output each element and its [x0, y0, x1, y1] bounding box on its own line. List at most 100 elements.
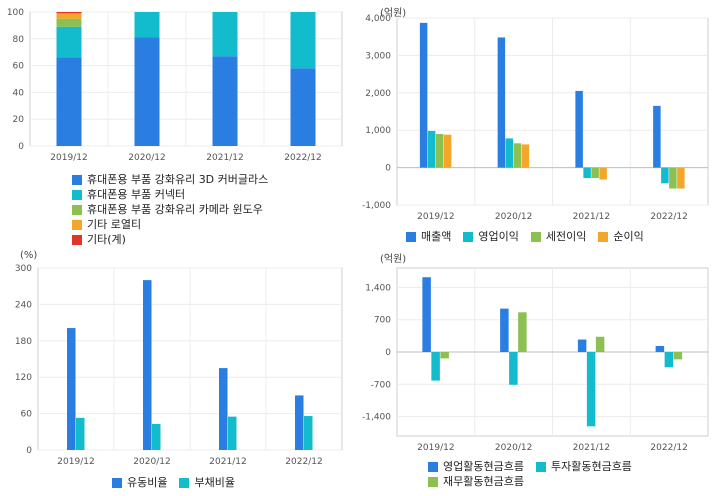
x-tick-label: 2021/12 [206, 153, 243, 163]
bar [521, 144, 530, 168]
x-tick-label: 2021/12 [209, 457, 246, 467]
x-tick-label: 2021/12 [573, 212, 610, 222]
bar [422, 277, 431, 352]
legend-item: 기타 로열티 [72, 217, 268, 232]
legend-item: 영업활동현금흐름 [428, 459, 524, 474]
bar [152, 423, 161, 450]
y-tick-label: 240 [15, 300, 32, 310]
legend-swatch [72, 204, 82, 215]
legend-label: 재무활동현금흐름 [443, 475, 524, 488]
legend-item: 세전이익 [530, 229, 587, 244]
legend-swatch [530, 231, 541, 242]
y-tick-label: 1,000 [365, 126, 391, 136]
bar [655, 346, 665, 352]
bar [427, 130, 436, 168]
income-chart-unit: (억원) [380, 8, 407, 19]
legend-item: 휴대폰용 부품 커넥터 [72, 187, 268, 202]
y-tick-label: 700 [374, 316, 391, 326]
x-tick-label: 2022/12 [650, 212, 687, 222]
y-tick-label: 60 [13, 62, 25, 72]
legend-swatch [72, 219, 82, 230]
legend-label: 부채비율 [194, 476, 235, 489]
x-tick-label: 2019/12 [50, 153, 87, 163]
legend-swatch [112, 477, 122, 488]
stacked-bar-segment [290, 68, 316, 146]
legend-item: 순이익 [598, 229, 644, 244]
y-tick-label: 3,000 [365, 51, 391, 61]
y-tick-label: 0 [385, 348, 391, 358]
x-tick-label: 2022/12 [650, 443, 687, 453]
stacked-bar-segment [56, 13, 82, 19]
x-tick-label: 2021/12 [573, 443, 610, 453]
bar [509, 352, 518, 385]
legend-label: 휴대폰용 부품 강화유리 3D 커버글라스 [87, 173, 269, 186]
y-tick-label: 0 [26, 446, 32, 456]
bar [518, 312, 527, 352]
legend-item: 기타(계) [72, 232, 268, 247]
bar [295, 395, 304, 450]
y-tick-label: 4,000 [365, 14, 391, 24]
bar [440, 352, 449, 359]
legend-swatch [179, 477, 190, 488]
y-tick-label: 20 [13, 115, 25, 125]
bar [76, 417, 85, 450]
legend-label: 휴대폰용 부품 커넥터 [87, 188, 186, 201]
legend-swatch [72, 174, 82, 185]
x-tick-label: 2020/12 [495, 443, 532, 453]
bar [591, 167, 599, 179]
y-tick-label: -1,000 [362, 201, 391, 211]
income-legend: 매출액 영업이익 세전이익 순이익 [406, 229, 644, 244]
legend-item: 유동비율 [112, 475, 167, 490]
stacked-bar-segment [134, 12, 160, 38]
legend-item: 휴대폰용 부품 강화유리 3D 커버글라스 [72, 172, 268, 187]
x-tick-label: 2020/12 [133, 457, 170, 467]
legend-item: 재무활동현금흐름 [428, 474, 524, 489]
legend-swatch [72, 234, 82, 245]
bar [673, 352, 683, 360]
legend-item: 휴대폰용 부품 강화유리 카메라 윈도우 [72, 202, 268, 217]
bar [497, 37, 506, 168]
y-tick-label: -700 [371, 380, 392, 390]
stacked-bar-segment [56, 18, 82, 27]
legend-swatch [72, 189, 82, 200]
bar [143, 280, 152, 450]
legend-swatch [463, 231, 474, 242]
legend-label: 투자활동현금흐름 [550, 460, 632, 473]
legend-label: 유동비율 [127, 476, 168, 489]
x-tick-label: 2020/12 [128, 153, 165, 163]
ratio-chart-unit: (%) [20, 250, 38, 261]
bar [228, 416, 237, 450]
cashflow-chart-unit: (억원) [380, 254, 407, 265]
x-tick-label: 2022/12 [284, 153, 321, 163]
y-tick-label: 300 [15, 264, 32, 274]
bar [419, 22, 428, 168]
bar [431, 352, 440, 381]
legend-label: 영업이익 [478, 230, 519, 243]
y-tick-label: 180 [15, 337, 32, 347]
legend-swatch [535, 461, 546, 472]
legend-label: 세전이익 [545, 230, 587, 243]
legend-label: 순이익 [613, 230, 644, 243]
y-tick-label: 0 [385, 164, 391, 174]
bar [583, 167, 591, 179]
legend-swatch [428, 476, 438, 487]
y-tick-label: 0 [18, 142, 24, 152]
ratio-legend: 유동비율 부채비율 [112, 475, 235, 490]
stacked-bar-segment [134, 37, 160, 146]
stacked-bar-segment [290, 12, 316, 69]
legend-item: 투자활동현금흐름 [535, 459, 632, 474]
bar [661, 167, 669, 184]
y-tick-label: 2,000 [365, 89, 391, 99]
bar [219, 368, 228, 450]
legend-label: 기타(계) [87, 233, 126, 246]
bar [443, 134, 452, 168]
bar [595, 336, 605, 352]
bar [664, 352, 674, 368]
bar [575, 90, 583, 168]
x-tick-label: 2019/12 [57, 457, 94, 467]
x-tick-label: 2020/12 [495, 212, 532, 222]
